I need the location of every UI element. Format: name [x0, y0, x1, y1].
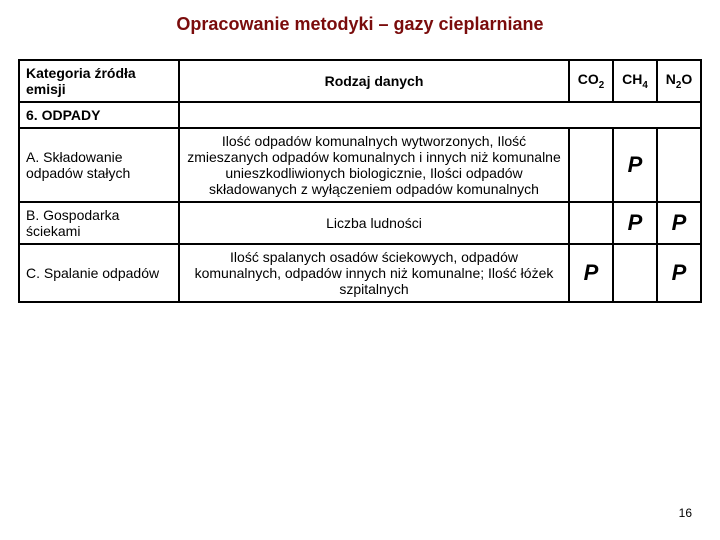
row-data: Ilość odpadów komunalnych wytworzonych, …: [179, 128, 569, 202]
row-co2: [569, 128, 613, 202]
row-co2: [569, 202, 613, 244]
header-ch4: CH4: [613, 60, 657, 102]
header-co2: CO2: [569, 60, 613, 102]
row-ch4: [613, 244, 657, 302]
row-category: B. Gospodarka ściekami: [19, 202, 179, 244]
row-n2o: P: [657, 244, 701, 302]
section-row: 6. ODPADY: [19, 102, 701, 128]
row-n2o: [657, 128, 701, 202]
row-n2o: P: [657, 202, 701, 244]
empty-cell: [657, 102, 701, 128]
row-data: Liczba ludności: [179, 202, 569, 244]
section-label: 6. ODPADY: [19, 102, 179, 128]
empty-cell: [179, 102, 569, 128]
row-ch4: P: [613, 202, 657, 244]
page-title: Opracowanie metodyki – gazy cieplarniane: [0, 0, 720, 59]
row-co2: P: [569, 244, 613, 302]
table-row: C. Spalanie odpadów Ilość spalanych osad…: [19, 244, 701, 302]
empty-cell: [569, 102, 613, 128]
table-row: B. Gospodarka ściekami Liczba ludności P…: [19, 202, 701, 244]
row-category: C. Spalanie odpadów: [19, 244, 179, 302]
emissions-table: Kategoria źródła emisji Rodzaj danych CO…: [18, 59, 702, 303]
row-ch4: P: [613, 128, 657, 202]
empty-cell: [613, 102, 657, 128]
header-n2o: N2O: [657, 60, 701, 102]
header-category: Kategoria źródła emisji: [19, 60, 179, 102]
header-row: Kategoria źródła emisji Rodzaj danych CO…: [19, 60, 701, 102]
row-data: Ilość spalanych osadów ściekowych, odpad…: [179, 244, 569, 302]
table-row: A. Składowanie odpadów stałych Ilość odp…: [19, 128, 701, 202]
page-number: 16: [679, 506, 692, 520]
header-data-type: Rodzaj danych: [179, 60, 569, 102]
row-category: A. Składowanie odpadów stałych: [19, 128, 179, 202]
